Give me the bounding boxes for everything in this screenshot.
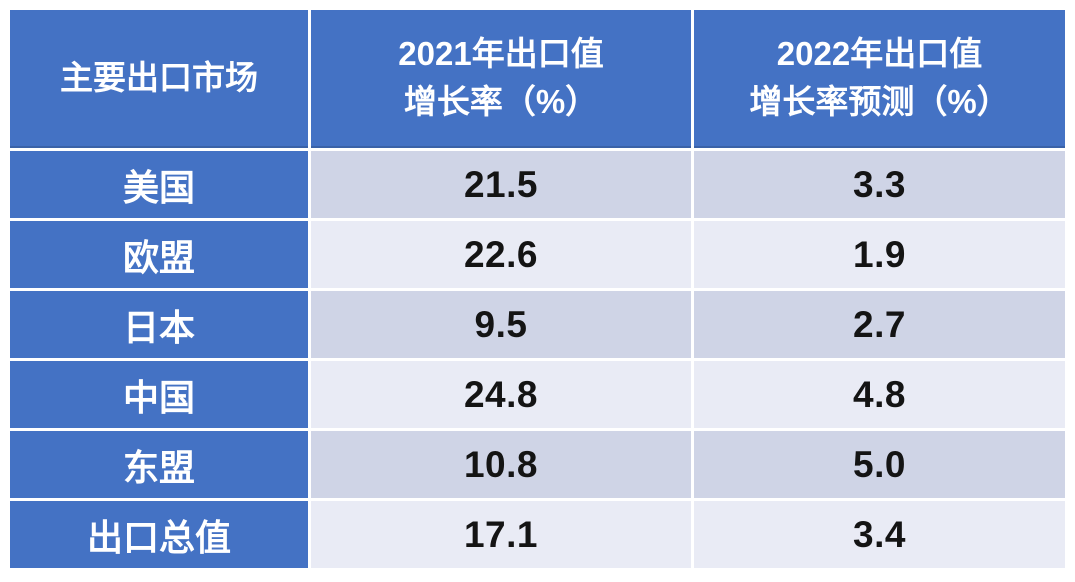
header-cell-market: 主要出口市场 (10, 10, 308, 148)
value-2022-cell: 1.9 (694, 221, 1065, 288)
value-2021-cell: 17.1 (311, 501, 691, 568)
market-cell: 日本 (10, 291, 308, 358)
value-2021-cell: 9.5 (311, 291, 691, 358)
header-2022-line2: 增长率预测（%） (749, 83, 1010, 120)
market-cell: 中国 (10, 361, 308, 428)
market-cell: 出口总值 (10, 501, 308, 568)
value-2021-cell: 21.5 (311, 151, 691, 218)
header-cell-2022: 2022年出口值 增长率预测（%） (694, 10, 1065, 148)
header-2021-line1: 2021年出口值 (398, 35, 604, 73)
value-2021-cell: 24.8 (311, 361, 691, 428)
header-2022-line1: 2022年出口值 (776, 35, 983, 73)
value-2022-cell: 2.7 (694, 291, 1065, 358)
export-growth-table: 主要出口市场 2021年出口值 增长率（%） 2022年出口值 增长率预测（%）… (10, 10, 1065, 568)
market-cell: 东盟 (10, 431, 308, 498)
header-cell-2021: 2021年出口值 增长率（%） (311, 10, 691, 148)
header-market-label: 主要出口市场 (60, 59, 258, 97)
value-2022-cell: 3.4 (694, 501, 1065, 568)
value-2022-cell: 4.8 (694, 361, 1065, 428)
value-2021-cell: 22.6 (311, 221, 691, 288)
header-2021-line2: 增长率（%） (403, 83, 599, 120)
value-2022-cell: 5.0 (694, 431, 1065, 498)
market-cell: 欧盟 (10, 221, 308, 288)
market-cell: 美国 (10, 151, 308, 218)
value-2022-cell: 3.3 (694, 151, 1065, 218)
value-2021-cell: 10.8 (311, 431, 691, 498)
